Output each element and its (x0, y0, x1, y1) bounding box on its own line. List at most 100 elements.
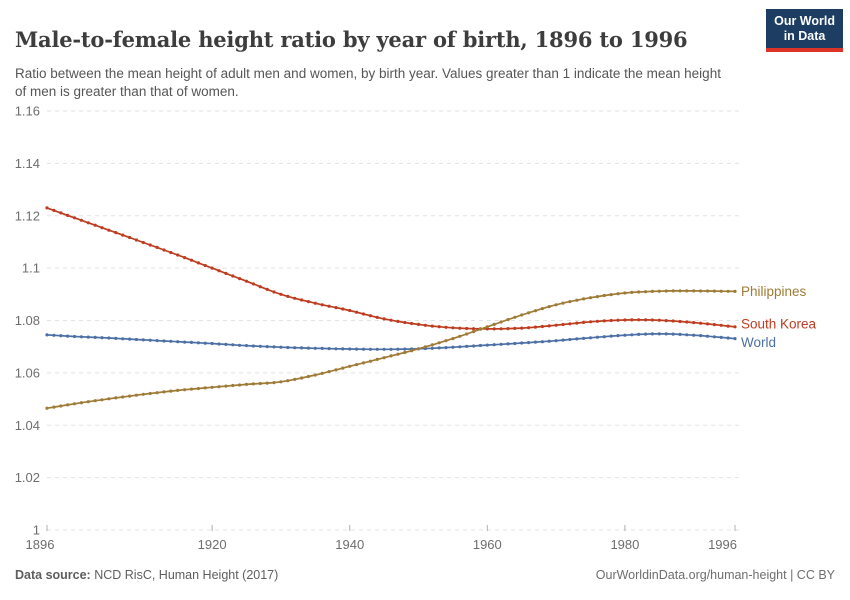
data-point-marker (533, 325, 538, 329)
data-point-marker (465, 332, 469, 336)
series-label-world[interactable]: World (741, 335, 776, 350)
data-point-marker (430, 346, 434, 350)
data-point-marker (196, 261, 200, 265)
data-point-marker (499, 320, 503, 324)
data-point-marker (368, 314, 372, 318)
data-point-marker (348, 347, 352, 351)
data-point-marker (79, 335, 83, 339)
data-point-marker (506, 327, 510, 331)
data-point-marker (244, 382, 249, 386)
data-point-marker (396, 347, 400, 351)
data-point-marker (341, 307, 345, 311)
data-point-marker (451, 337, 455, 341)
data-point-marker (616, 292, 620, 296)
data-point-marker (244, 279, 249, 283)
data-point-marker (568, 300, 572, 304)
data-point-marker (52, 405, 56, 409)
data-point-marker (217, 269, 221, 273)
data-point-marker (671, 319, 675, 323)
data-point-marker (499, 342, 503, 346)
data-point-marker (189, 258, 194, 262)
data-point-marker (183, 388, 187, 392)
data-source-label: Data source: (15, 568, 91, 582)
data-point-marker (644, 290, 648, 294)
attribution-link[interactable]: OurWorldinData.org/human-height | CC BY (595, 568, 835, 582)
data-point-marker (719, 323, 723, 327)
data-point-marker (382, 347, 386, 351)
data-point-marker (134, 238, 138, 242)
data-point-marker (355, 310, 359, 314)
data-point-marker (719, 335, 723, 339)
data-point-marker (527, 326, 531, 330)
data-point-marker (148, 338, 152, 342)
data-point-marker (306, 300, 310, 304)
data-point-marker (692, 333, 696, 337)
y-tick-label: 1 (33, 523, 40, 538)
data-point-marker (657, 289, 661, 293)
data-point-marker (134, 337, 138, 342)
series-label-south-korea[interactable]: South Korea (741, 316, 817, 331)
data-point-marker (183, 256, 187, 260)
y-tick-label: 1.06 (15, 365, 40, 380)
data-point-marker (279, 345, 283, 349)
data-point-marker (389, 354, 393, 358)
data-point-marker (45, 406, 49, 410)
data-point-marker (430, 324, 434, 328)
series-label-philippines[interactable]: Philippines (741, 284, 807, 299)
data-point-marker (196, 386, 200, 391)
data-point-marker (300, 298, 304, 302)
data-point-marker (279, 380, 283, 384)
data-point-marker (623, 333, 627, 337)
data-point-marker (630, 333, 634, 337)
data-point-marker (341, 347, 345, 351)
data-point-marker (520, 326, 524, 330)
data-point-marker (733, 337, 737, 341)
data-point-marker (93, 399, 97, 403)
data-point-marker (293, 346, 297, 350)
data-point-marker (258, 344, 262, 348)
data-point-marker (650, 332, 655, 336)
data-point-marker (265, 345, 269, 349)
data-point-marker (568, 322, 572, 326)
data-point-marker (437, 341, 441, 345)
data-point-marker (231, 343, 235, 347)
data-point-marker (623, 318, 627, 322)
data-point-marker (141, 338, 145, 342)
data-point-marker (66, 213, 70, 217)
data-point-marker (520, 341, 524, 345)
data-point-marker (210, 266, 214, 270)
data-point-marker (630, 318, 634, 322)
data-point-marker (726, 289, 730, 293)
data-point-marker (272, 345, 276, 349)
data-point-marker (465, 326, 469, 331)
data-point-marker (513, 315, 517, 319)
data-point-marker (327, 370, 331, 374)
data-point-marker (630, 290, 634, 294)
data-point-marker (685, 289, 689, 293)
data-point-marker (423, 323, 427, 327)
data-point-marker (451, 345, 455, 349)
data-point-marker (361, 361, 366, 365)
data-point-marker (396, 352, 400, 356)
data-point-marker (692, 321, 696, 325)
owid-logo[interactable]: Our World in Data (766, 9, 843, 52)
data-point-marker (478, 327, 482, 331)
data-point-marker (134, 393, 138, 397)
y-tick-label: 1.02 (15, 470, 40, 485)
data-point-marker (540, 307, 545, 311)
data-point-marker (210, 385, 214, 389)
data-point-marker (595, 295, 600, 299)
data-point-marker (251, 344, 255, 348)
page-title: Male-to-female height ratio by year of b… (15, 27, 688, 53)
data-point-marker (602, 293, 606, 298)
data-point-marker (609, 293, 613, 297)
data-point-marker (313, 301, 317, 305)
data-point-marker (320, 303, 324, 307)
data-point-marker (334, 306, 338, 310)
data-point-marker (664, 289, 668, 293)
data-point-marker (52, 333, 56, 337)
data-point-marker (554, 323, 558, 327)
data-point-marker (444, 346, 448, 350)
data-point-marker (286, 379, 290, 383)
